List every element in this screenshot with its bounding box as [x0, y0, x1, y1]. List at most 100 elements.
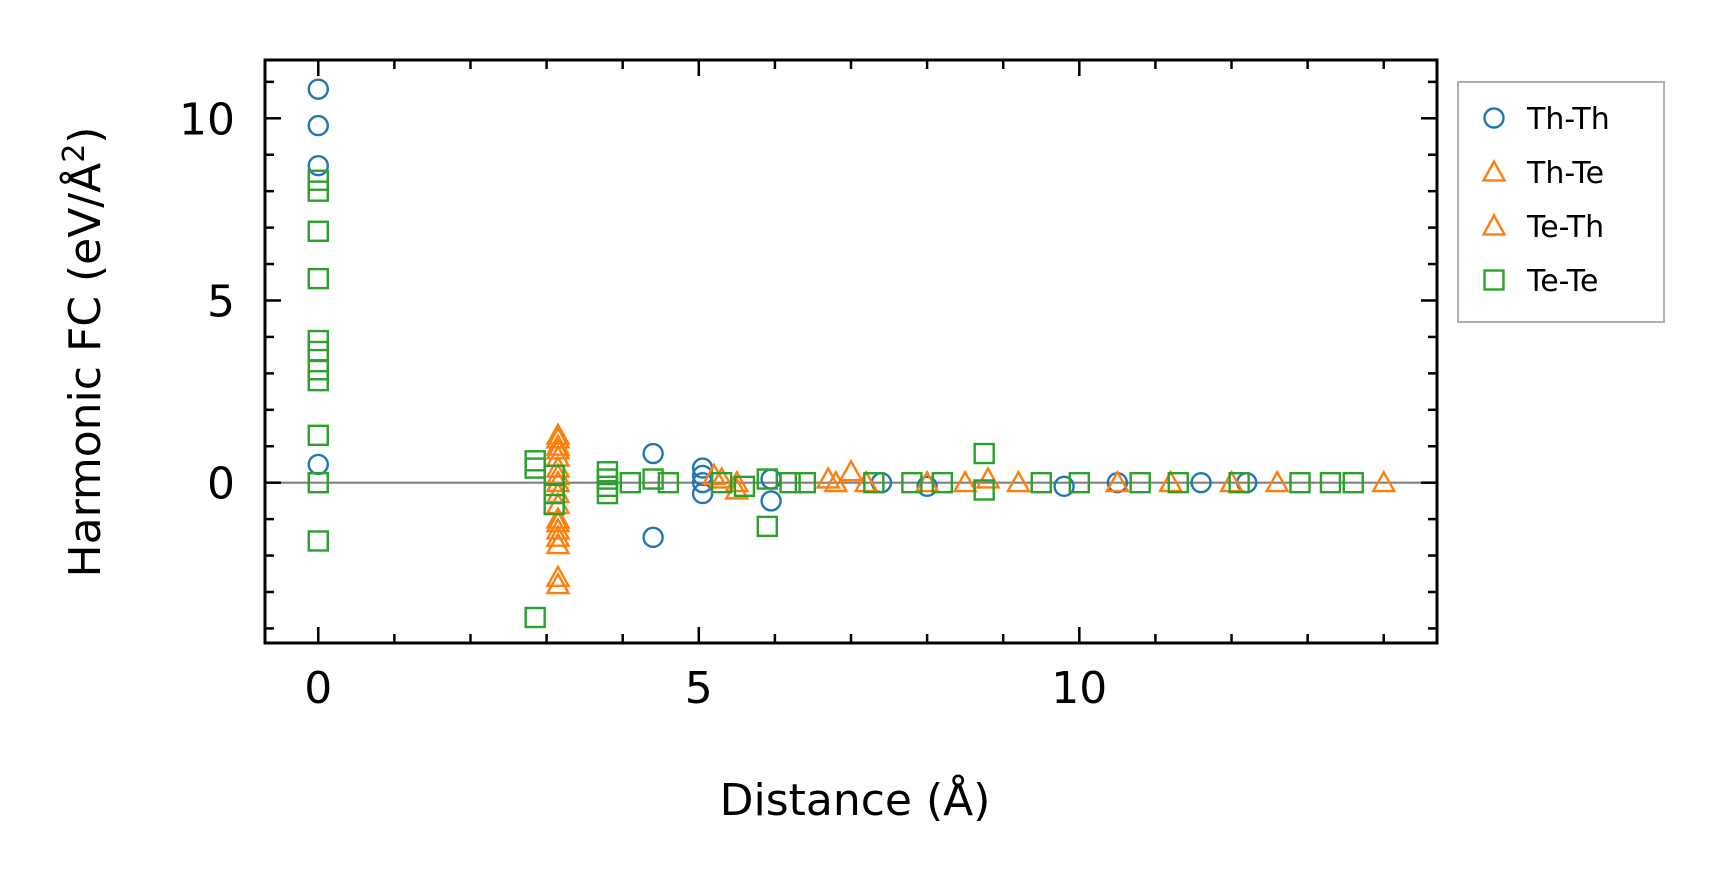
circle-marker — [760, 490, 782, 512]
legend: Th-Th Th-Te Te-Th Te-Te — [1457, 81, 1665, 323]
legend-label: Th-Te — [1526, 156, 1604, 191]
square-marker — [1129, 471, 1151, 494]
legend-entry-th-th: Th-Th — [1483, 102, 1610, 137]
circle-marker — [1053, 475, 1075, 498]
y-tick-label: 5 — [207, 276, 235, 327]
plot-area: 0 5 10 0 5 10 — [179, 58, 1439, 714]
series-th-te — [545, 422, 1397, 595]
axis-ticks — [265, 60, 1437, 643]
circle-marker — [691, 482, 714, 505]
square-marker — [543, 493, 565, 516]
triangle-marker — [545, 517, 571, 540]
triangle-marker — [952, 469, 978, 493]
triangle-marker — [545, 425, 571, 449]
square-marker — [733, 475, 756, 498]
square-marker — [307, 424, 329, 447]
square-marker — [863, 471, 885, 494]
square-marker — [756, 515, 778, 538]
legend-square-icon — [1483, 269, 1505, 291]
triangle-marker — [709, 466, 735, 489]
tick-labels: 0 5 10 0 5 10 — [179, 94, 1107, 714]
square-marker — [642, 468, 664, 490]
triangle-marker — [1264, 469, 1290, 493]
y-tick-label: 10 — [179, 94, 235, 145]
circle-marker — [642, 526, 664, 549]
square-marker — [307, 329, 329, 352]
square-marker — [973, 479, 995, 501]
triangle-marker — [545, 571, 571, 595]
triangle-marker — [838, 458, 864, 482]
square-marker — [596, 468, 619, 490]
triangle-marker — [545, 524, 571, 547]
square-marker — [307, 471, 329, 494]
square-marker — [1167, 471, 1189, 494]
triangle-marker — [1104, 469, 1130, 493]
square-marker — [596, 482, 619, 505]
x-tick-label: 5 — [685, 663, 713, 714]
square-marker — [756, 468, 778, 490]
triangle-marker — [1371, 469, 1397, 493]
triangle-marker — [545, 436, 571, 460]
triangle-marker — [975, 466, 1001, 489]
y-axis-title-superscript: 2 — [57, 144, 92, 163]
square-marker — [931, 471, 954, 494]
triangle-marker — [545, 531, 571, 555]
legend-label: Te-Te — [1526, 264, 1598, 299]
legend-frame — [1457, 81, 1665, 323]
triangle-marker — [1005, 469, 1031, 493]
square-marker — [524, 606, 546, 629]
circle-marker — [1190, 471, 1212, 494]
legend-entry-te-te: Te-Te — [1483, 264, 1598, 299]
square-marker — [1068, 471, 1091, 494]
y-axis-title-main: Harmonic FC (eV/Å — [58, 163, 111, 578]
square-marker — [657, 471, 680, 494]
square-marker — [307, 169, 329, 191]
square-marker — [1319, 471, 1342, 494]
x-tick-label: 10 — [1051, 663, 1107, 714]
square-marker — [524, 450, 546, 472]
square-marker — [1342, 471, 1364, 494]
triangle-marker — [545, 509, 571, 533]
circle-marker — [307, 114, 329, 137]
circle-marker — [307, 78, 329, 100]
circle-marker — [307, 453, 329, 476]
square-marker — [1289, 471, 1311, 494]
series-te-te — [307, 169, 1364, 629]
y-tick-label: 0 — [207, 459, 235, 510]
square-marker — [619, 471, 641, 494]
legend-entry-te-th: Te-Th — [1481, 210, 1604, 245]
triangle-marker — [815, 466, 841, 489]
square-marker — [901, 471, 923, 494]
circle-marker — [307, 154, 329, 177]
square-marker — [524, 457, 546, 479]
data-markers — [307, 78, 1397, 629]
legend-entry-th-te: Th-Te — [1481, 156, 1604, 191]
triangle-marker — [545, 564, 571, 588]
square-marker — [543, 482, 565, 505]
legend-triangle-icon — [1481, 213, 1507, 236]
square-marker — [307, 180, 329, 202]
triangle-marker — [545, 422, 571, 445]
square-marker — [794, 471, 817, 494]
circle-marker — [642, 442, 664, 465]
legend-label: Th-Th — [1526, 102, 1610, 137]
axes-frame — [263, 58, 1439, 645]
triangle-marker — [823, 469, 849, 493]
square-marker — [710, 471, 733, 494]
square-marker — [596, 461, 619, 483]
x-tick-label: 0 — [304, 663, 332, 714]
y-axis-title: Harmonic FC (eV/Å2) — [57, 127, 111, 578]
square-marker — [1030, 471, 1052, 494]
triangle-marker — [545, 433, 571, 456]
square-marker — [973, 442, 995, 465]
square-marker — [307, 359, 329, 381]
square-marker — [307, 220, 329, 242]
square-marker — [1228, 471, 1250, 494]
legend-label: Te-Th — [1526, 210, 1604, 245]
x-axis-title: Distance (Å) — [720, 773, 991, 826]
square-marker — [307, 340, 329, 363]
square-marker — [307, 267, 329, 290]
circle-marker — [916, 475, 938, 498]
legend-triangle-icon — [1481, 159, 1507, 182]
